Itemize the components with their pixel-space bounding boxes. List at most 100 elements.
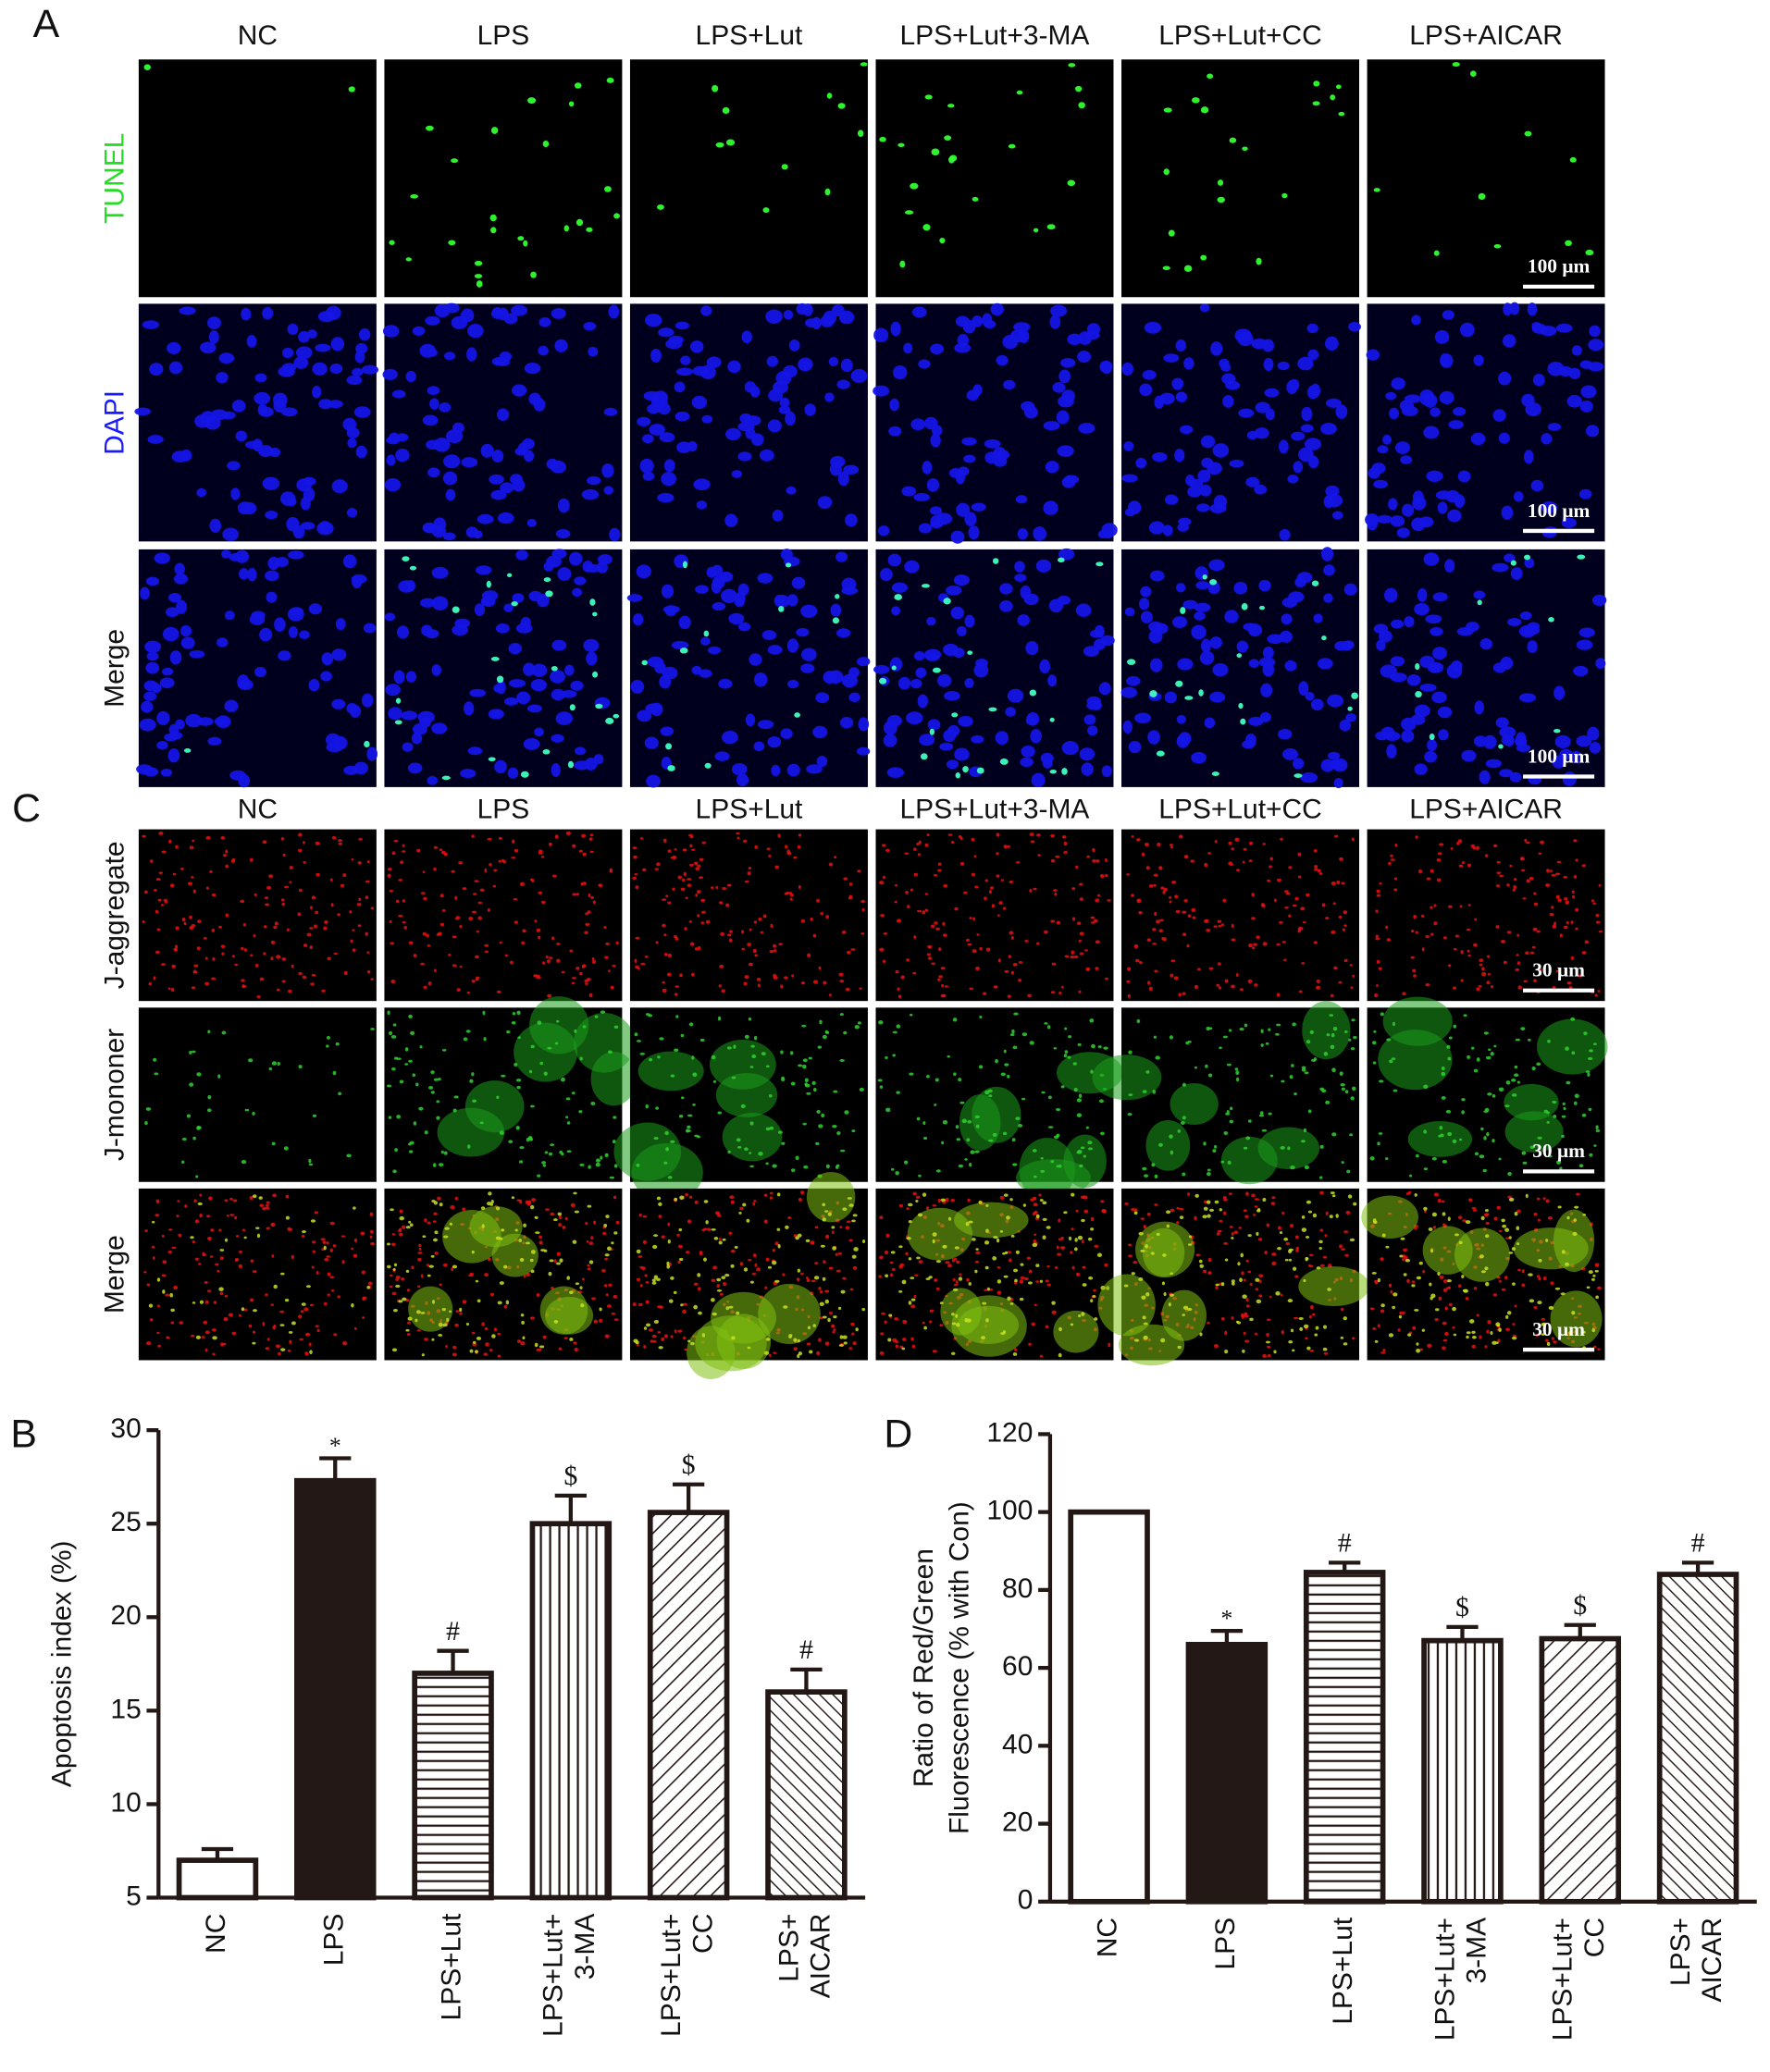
mito-red [847,950,851,955]
nucleus [1502,334,1516,348]
mito-green [1371,1272,1377,1275]
nucleus [1343,583,1357,596]
mito-red [1454,934,1459,938]
mito-red [828,1266,834,1270]
annotation: # [446,1616,460,1646]
mito-green [1339,1071,1343,1076]
nucleus [497,512,514,524]
mito-red [1379,882,1382,885]
mito-green [916,1256,921,1260]
mito-green [954,1246,959,1250]
mito-red [632,876,637,880]
nucleus [1209,636,1222,649]
mito-red [1009,1258,1012,1263]
mito-red [192,1240,195,1244]
nucleus [1176,734,1190,748]
mito-red [1421,947,1425,952]
mito-red [1033,887,1037,891]
mito-green [1565,1262,1570,1266]
mito-green [1239,1277,1243,1283]
mito-green [1077,1042,1082,1046]
mito-red [531,879,535,883]
mito-red [1037,854,1041,857]
mito-red [1442,1346,1446,1350]
mito-red [454,1196,458,1201]
nucleus [237,501,253,515]
nucleus [588,346,599,357]
mito-green [1028,1281,1033,1285]
mito-green [1287,1299,1293,1303]
nucleus [786,679,799,689]
mito-green [1222,1035,1228,1039]
micrograph [629,302,868,542]
mito-green [1143,1322,1148,1326]
nucleus [1523,450,1534,464]
mito-red [1029,832,1034,836]
mito-red [322,1240,327,1244]
mito-green [1571,1311,1576,1315]
mito-red [954,906,959,911]
mito-red [1351,837,1355,842]
mito-red [1578,974,1582,978]
mito-red [729,1195,735,1200]
mito-red [910,1337,914,1341]
mito-red [938,975,944,979]
mito-green [1400,1237,1405,1240]
mito-red [452,1345,457,1350]
mito-red [1598,930,1603,933]
bar [1303,1570,1386,1905]
tunel-signal [1127,659,1136,665]
mito-red [1093,1289,1096,1292]
mito-red [615,941,619,944]
mito-red [579,971,583,976]
tunel-signal [1240,718,1246,725]
mito-green [1058,1164,1062,1168]
tunel-signal [586,227,593,232]
mito-green [1089,1018,1095,1023]
mito-green [679,1257,684,1262]
nucleus [221,549,231,559]
panel-letter: C [12,786,41,831]
nucleus [176,599,188,614]
mito-red [204,981,210,986]
mito-red [1084,949,1088,952]
mito-red [209,870,213,873]
mito-red [276,955,281,959]
nucleus [1245,476,1260,487]
mito-red [211,1328,217,1332]
mito-green [415,1318,418,1323]
mito-red [845,1226,850,1230]
nucleus [1258,579,1271,592]
mito-red [514,920,518,924]
mito-green [1371,1041,1377,1045]
nucleus [139,718,156,732]
mito-red [241,979,245,982]
mito-red [1102,1209,1107,1214]
mito-red [315,910,319,915]
mito-red [935,927,940,931]
mito-green [1385,1245,1390,1249]
nucleus [254,373,267,383]
mito-red [266,1201,270,1204]
mito-red [839,1226,843,1228]
mito-red [937,862,942,866]
mito-red [1412,1326,1417,1330]
mito-red [1163,887,1168,892]
mito-green [932,1232,937,1237]
mito-green [1207,1214,1211,1218]
mito-red [902,1319,908,1325]
nucleus [957,625,967,636]
mito-red [516,1339,522,1343]
mito-green [613,1116,617,1119]
mito-red [1551,906,1554,909]
mito-green [1232,1282,1235,1286]
bar [1656,1572,1739,1905]
mito-green [1262,1198,1267,1202]
mito-green [780,1050,784,1054]
nucleus [1576,734,1592,747]
nucleus [1139,383,1153,397]
mito-green [1128,1050,1133,1054]
nucleus [1297,356,1314,371]
nucleus [817,496,833,510]
mito-red [489,1292,495,1297]
